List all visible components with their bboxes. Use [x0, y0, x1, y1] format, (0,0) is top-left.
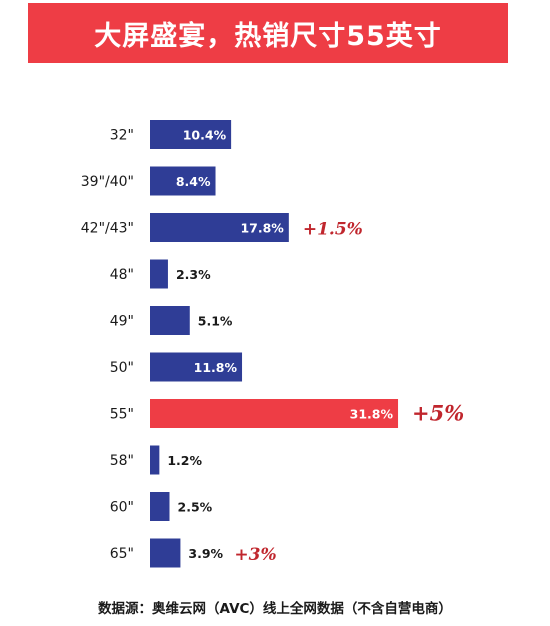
- category-label: 48": [110, 267, 134, 283]
- value-label: 2.3%: [176, 267, 211, 282]
- bar: [150, 213, 289, 242]
- bar: [150, 120, 232, 149]
- value-label: 11.8%: [194, 360, 238, 375]
- category-label: 55": [110, 407, 134, 423]
- category-label: 60": [110, 500, 134, 516]
- bar: [150, 259, 168, 289]
- category-label: 39"/40": [81, 174, 134, 190]
- value-label: 10.4%: [183, 128, 227, 143]
- category-label: 58": [110, 453, 134, 469]
- growth-annotation: +1.5%: [303, 220, 363, 240]
- value-label: 3.9%: [188, 546, 223, 561]
- value-label: 2.5%: [178, 500, 213, 515]
- bar: [150, 306, 190, 335]
- bar: [150, 445, 160, 475]
- category-label: 65": [110, 546, 134, 562]
- value-label: 1.2%: [167, 453, 202, 468]
- data-source-note: 数据源：奥维云网（AVC）线上全网数据（不含自营电商）: [98, 601, 452, 617]
- bar-highlight: [150, 399, 399, 428]
- title-banner: 大屏盛宴，热销尺寸55英寸: [28, 3, 508, 63]
- value-label: 8.4%: [176, 174, 211, 189]
- bar: [150, 166, 216, 196]
- bar: [150, 352, 243, 382]
- category-label: 32": [110, 128, 134, 144]
- category-label: 42"/43": [81, 221, 134, 237]
- growth-annotation: +5%: [412, 401, 464, 426]
- value-label: 17.8%: [240, 221, 284, 236]
- value-label: 31.8%: [350, 407, 394, 422]
- bar: [150, 538, 181, 568]
- category-label: 49": [110, 314, 134, 330]
- value-label: 5.1%: [198, 314, 233, 329]
- bar: [150, 492, 170, 521]
- chart-title: 大屏盛宴，热销尺寸55英寸: [94, 20, 442, 52]
- growth-annotation: +3%: [234, 545, 276, 565]
- category-label: 50": [110, 360, 134, 376]
